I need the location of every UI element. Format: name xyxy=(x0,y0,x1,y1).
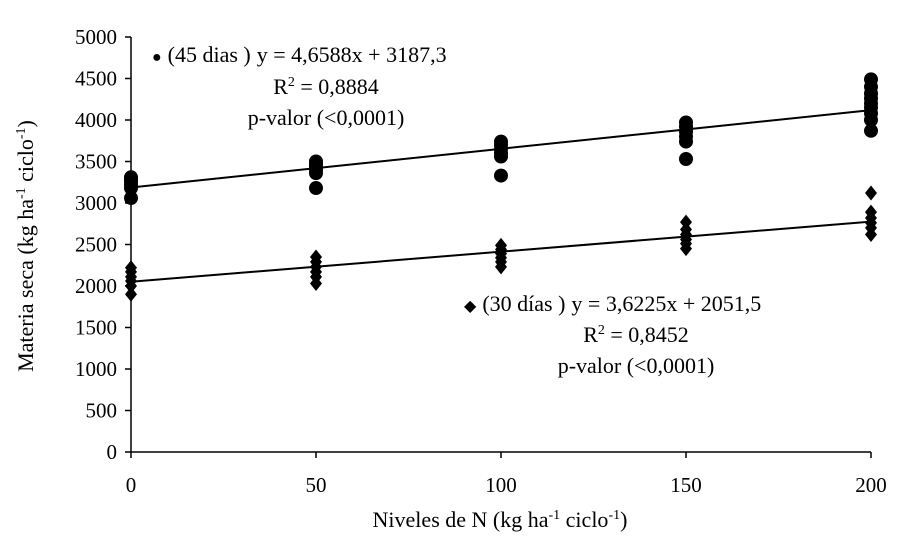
annotation-30-dias: ◆ (30 días ) y = 3,6225x + 2051,5 R2 = 0,8… xyxy=(464,291,761,378)
annotation-45-dias: ● (45 dias ) y = 4,6588x + 3187,3 R2 = 0,8… xyxy=(152,42,447,130)
diamond-marker-icon: ◆ xyxy=(464,298,477,315)
annotation-45-pvalue: p-valor (<0,0001) xyxy=(248,105,405,130)
annotation-30-pvalue: p-valor (<0,0001) xyxy=(558,353,715,378)
annotation-45-r2: R2 = 0,8884 xyxy=(273,74,379,99)
data-point-circle xyxy=(309,181,323,196)
x-tick-labels: 0 50 100 150 200 xyxy=(126,473,887,497)
x-axis-title: Niveles de N (kg ha-1 ciclo-1) xyxy=(373,507,628,532)
x-tick-label: 100 xyxy=(485,473,517,497)
data-point-diamond xyxy=(865,204,877,220)
annotation-45-equation: ● (45 dias ) y = 4,6588x + 3187,3 xyxy=(152,42,447,67)
y-tick-label: 3000 xyxy=(75,191,117,215)
y-tick-label: 0 xyxy=(107,440,118,464)
data-point-circle xyxy=(864,72,878,87)
y-tick-label: 500 xyxy=(86,399,118,423)
annotation-30-r2: R2 = 0,8452 xyxy=(583,322,689,347)
data-point-diamond xyxy=(680,214,692,230)
y-axis-title: Materia seca (kg ha-1 ciclo-1) xyxy=(13,120,38,372)
annotation-30-equation: ◆ (30 días ) y = 3,6225x + 2051,5 xyxy=(464,291,761,316)
data-point-diamond xyxy=(310,249,322,265)
y-tick-label: 4500 xyxy=(75,67,117,91)
y-tick-label: 2500 xyxy=(75,233,117,257)
circle-marker-icon: ● xyxy=(152,49,162,66)
x-tick-label: 0 xyxy=(126,473,137,497)
y-tick-label: 2000 xyxy=(75,274,117,298)
x-tick-label: 50 xyxy=(306,473,327,497)
data-point-circle xyxy=(864,123,878,138)
data-point-diamond xyxy=(495,237,507,253)
data-point-circle xyxy=(679,152,693,167)
y-tick-label: 5000 xyxy=(75,25,117,49)
data-point-diamond xyxy=(125,260,137,276)
data-point-circle xyxy=(309,154,323,169)
data-point-circle xyxy=(494,134,508,149)
y-tick-label: 4000 xyxy=(75,108,117,132)
y-tick-label: 3500 xyxy=(75,150,117,174)
data-point-circle xyxy=(679,115,693,130)
data-points xyxy=(124,72,878,302)
data-point-diamond xyxy=(865,185,877,201)
data-point-circle xyxy=(124,191,138,206)
chart-axes xyxy=(125,36,872,458)
y-tick-label: 1000 xyxy=(75,357,117,381)
y-tick-label: 1500 xyxy=(75,316,117,340)
data-point-diamond xyxy=(125,286,137,302)
x-tick-label: 150 xyxy=(670,473,702,497)
x-tick-label: 200 xyxy=(855,473,887,497)
data-point-circle xyxy=(494,168,508,183)
data-point-circle xyxy=(124,170,138,185)
y-tick-labels: 0 500 1000 1500 2000 2500 3000 3500 4000 4500 5000 xyxy=(75,25,117,464)
